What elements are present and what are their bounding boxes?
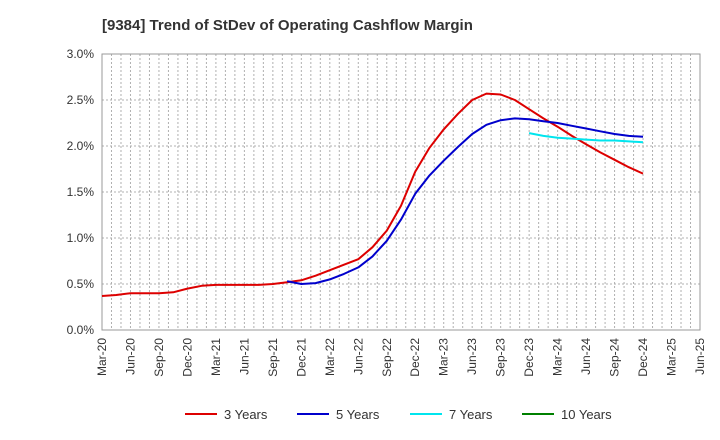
x-tick-label: Mar-25 [665, 338, 679, 376]
y-tick-label: 2.5% [67, 93, 95, 107]
x-tick-label: Mar-20 [95, 338, 109, 376]
y-tick-label: 0.0% [67, 323, 95, 337]
legend-label-5-years: 5 Years [336, 407, 380, 422]
x-tick-label: Dec-24 [636, 338, 650, 377]
x-tick-label: Jun-21 [237, 338, 251, 375]
x-tick-label: Dec-20 [180, 338, 194, 377]
legend-label-7-years: 7 Years [449, 407, 493, 422]
y-tick-label: 3.0% [67, 47, 95, 61]
x-tick-label: Dec-21 [294, 338, 308, 377]
x-tick-label: Sep-23 [494, 338, 508, 377]
x-tick-label: Sep-21 [266, 338, 280, 377]
x-tick-label: Jun-23 [465, 338, 479, 375]
x-tick-label: Sep-24 [608, 338, 622, 377]
x-tick-label: Dec-22 [408, 338, 422, 377]
x-tick-label: Sep-22 [380, 338, 394, 377]
plot-frame [101, 53, 701, 331]
x-tick-label: Jun-25 [693, 338, 707, 375]
chart-title: [9384] Trend of StDev of Operating Cashf… [102, 17, 473, 34]
x-tick-label: Dec-23 [522, 338, 536, 377]
legend: 3 Years 5 Years 7 Years 10 Years [185, 407, 612, 422]
x-tick-label: Mar-22 [323, 338, 337, 376]
y-tick-label: 0.5% [67, 277, 95, 291]
x-tick-label: Sep-20 [152, 338, 166, 377]
series-line-5-years [286, 117, 644, 285]
y-tick-label: 1.5% [67, 185, 95, 199]
x-tick-label: Jun-22 [351, 338, 365, 375]
x-tick-label: Mar-23 [437, 338, 451, 376]
series-line-3-years [101, 92, 644, 297]
legend-label-3-years: 3 Years [224, 407, 268, 422]
x-tick-label: Jun-24 [579, 338, 593, 375]
x-tick-label: Mar-24 [551, 338, 565, 376]
x-axis: Mar-20 Jun-20 Sep-20 Dec-20 Mar-21 Jun-21 Sep-… [95, 338, 707, 377]
series-line-7-years [528, 132, 644, 144]
y-tick-label: 1.0% [67, 231, 95, 245]
x-tick-label: Mar-21 [209, 338, 223, 376]
x-tick-label: Jun-20 [123, 338, 137, 375]
legend-label-10-years: 10 Years [561, 407, 612, 422]
y-axis: 0.0% 0.5% 1.0% 1.5% 2.0% 2.5% 3.0% [67, 47, 95, 337]
series-lines [101, 92, 644, 297]
y-tick-label: 2.0% [67, 139, 95, 153]
